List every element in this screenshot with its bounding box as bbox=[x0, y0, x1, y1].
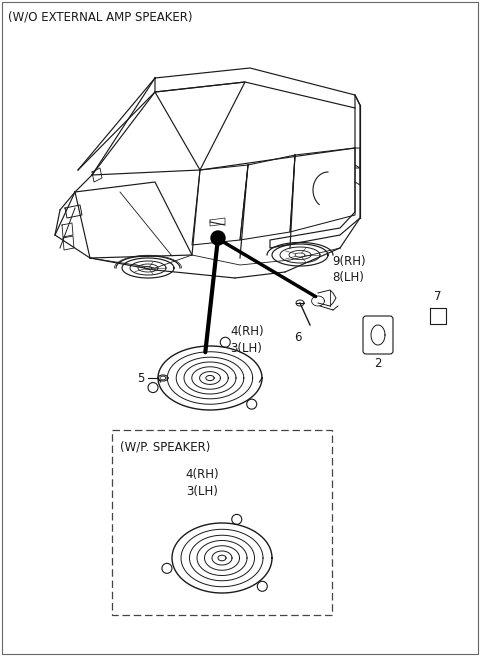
Text: 7: 7 bbox=[434, 290, 442, 303]
Text: 2: 2 bbox=[374, 357, 382, 370]
Text: 5: 5 bbox=[137, 371, 144, 384]
Text: 9(RH)
8(LH): 9(RH) 8(LH) bbox=[332, 255, 366, 284]
Bar bbox=[112, 430, 332, 615]
Text: (W/O EXTERNAL AMP SPEAKER): (W/O EXTERNAL AMP SPEAKER) bbox=[8, 10, 192, 23]
Circle shape bbox=[211, 231, 225, 245]
Text: 4(RH)
3(LH): 4(RH) 3(LH) bbox=[185, 468, 219, 498]
Text: (W/P. SPEAKER): (W/P. SPEAKER) bbox=[120, 440, 210, 453]
Text: 4(RH)
3(LH): 4(RH) 3(LH) bbox=[230, 325, 264, 355]
Text: 6: 6 bbox=[294, 331, 302, 344]
